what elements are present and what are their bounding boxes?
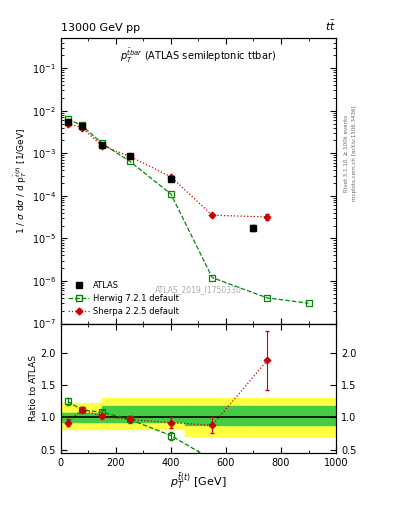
- Text: $t\bar{t}$: $t\bar{t}$: [325, 18, 336, 33]
- Text: Rivet 3.1.10, ≥ 100k events: Rivet 3.1.10, ≥ 100k events: [344, 115, 349, 192]
- Text: ATLAS_2019_I1750330: ATLAS_2019_I1750330: [155, 285, 242, 294]
- Legend: ATLAS, Herwig 7.2.1 default, Sherpa 2.2.5 default: ATLAS, Herwig 7.2.1 default, Sherpa 2.2.…: [65, 278, 183, 319]
- X-axis label: $p_T^{\bar{t}(t)}$ [GeV]: $p_T^{\bar{t}(t)}$ [GeV]: [170, 471, 227, 490]
- Text: 13000 GeV pp: 13000 GeV pp: [61, 23, 140, 33]
- Text: mcplots.cern.ch [arXiv:1306.3436]: mcplots.cern.ch [arXiv:1306.3436]: [352, 106, 357, 201]
- Y-axis label: Ratio to ATLAS: Ratio to ATLAS: [29, 355, 38, 421]
- Text: $p_T^{\bar{t}bar}$ (ATLAS semileptonic ttbar): $p_T^{\bar{t}bar}$ (ATLAS semileptonic t…: [121, 47, 276, 65]
- Y-axis label: 1 / $\sigma$ d$\sigma$ / d p$_T^{\bar{t}(t)}$ [1/GeV]: 1 / $\sigma$ d$\sigma$ / d p$_T^{\bar{t}…: [12, 128, 29, 234]
